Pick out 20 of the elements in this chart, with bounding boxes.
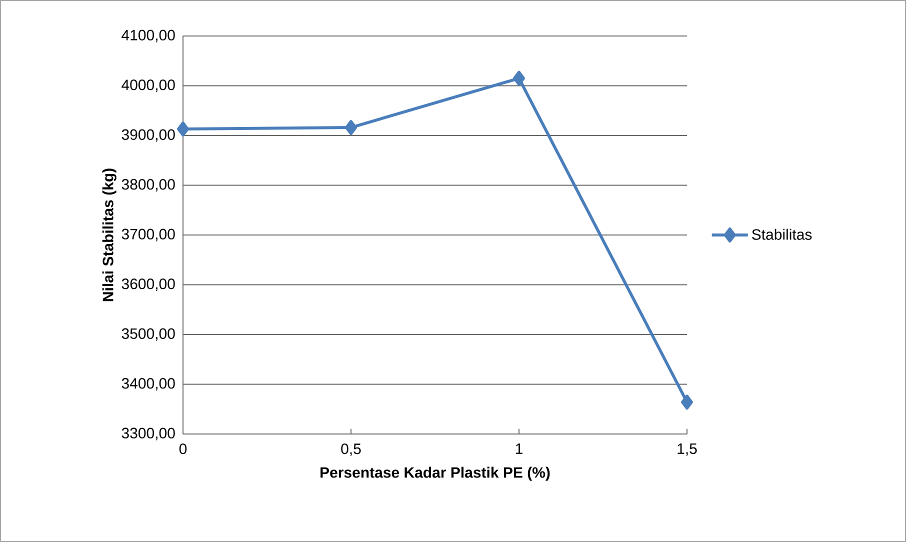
x-axis-title: Persentase Kadar Plastik PE (%) bbox=[320, 466, 550, 481]
y-tick-label: 3800,00 bbox=[122, 179, 175, 192]
point bbox=[513, 70, 525, 86]
point bbox=[345, 120, 357, 136]
point bbox=[681, 394, 693, 410]
y-tick-label: 3600,00 bbox=[122, 278, 175, 291]
x-tick-label: 1,5 bbox=[678, 444, 697, 456]
y-axis-title: Nilai Stabilitas (kg) bbox=[102, 168, 116, 302]
y-tick-label: 3700,00 bbox=[122, 228, 175, 242]
y-tick-label: 4000,00 bbox=[122, 80, 175, 92]
y-tick-label: 4100,00 bbox=[122, 30, 175, 42]
y-tick-label: 3400,00 bbox=[122, 378, 175, 390]
legend-label: Stabilitas bbox=[752, 228, 812, 240]
x-tick-label: 0 bbox=[179, 444, 187, 454]
x-tick-label: 1 bbox=[516, 444, 522, 454]
x-tick-label: 0,5 bbox=[341, 444, 361, 456]
y-tick-label: 3300,00 bbox=[122, 428, 175, 440]
point bbox=[177, 122, 189, 137]
y-tick-label: 3900,00 bbox=[122, 129, 175, 142]
y-tick-label: 3500,00 bbox=[122, 328, 175, 341]
